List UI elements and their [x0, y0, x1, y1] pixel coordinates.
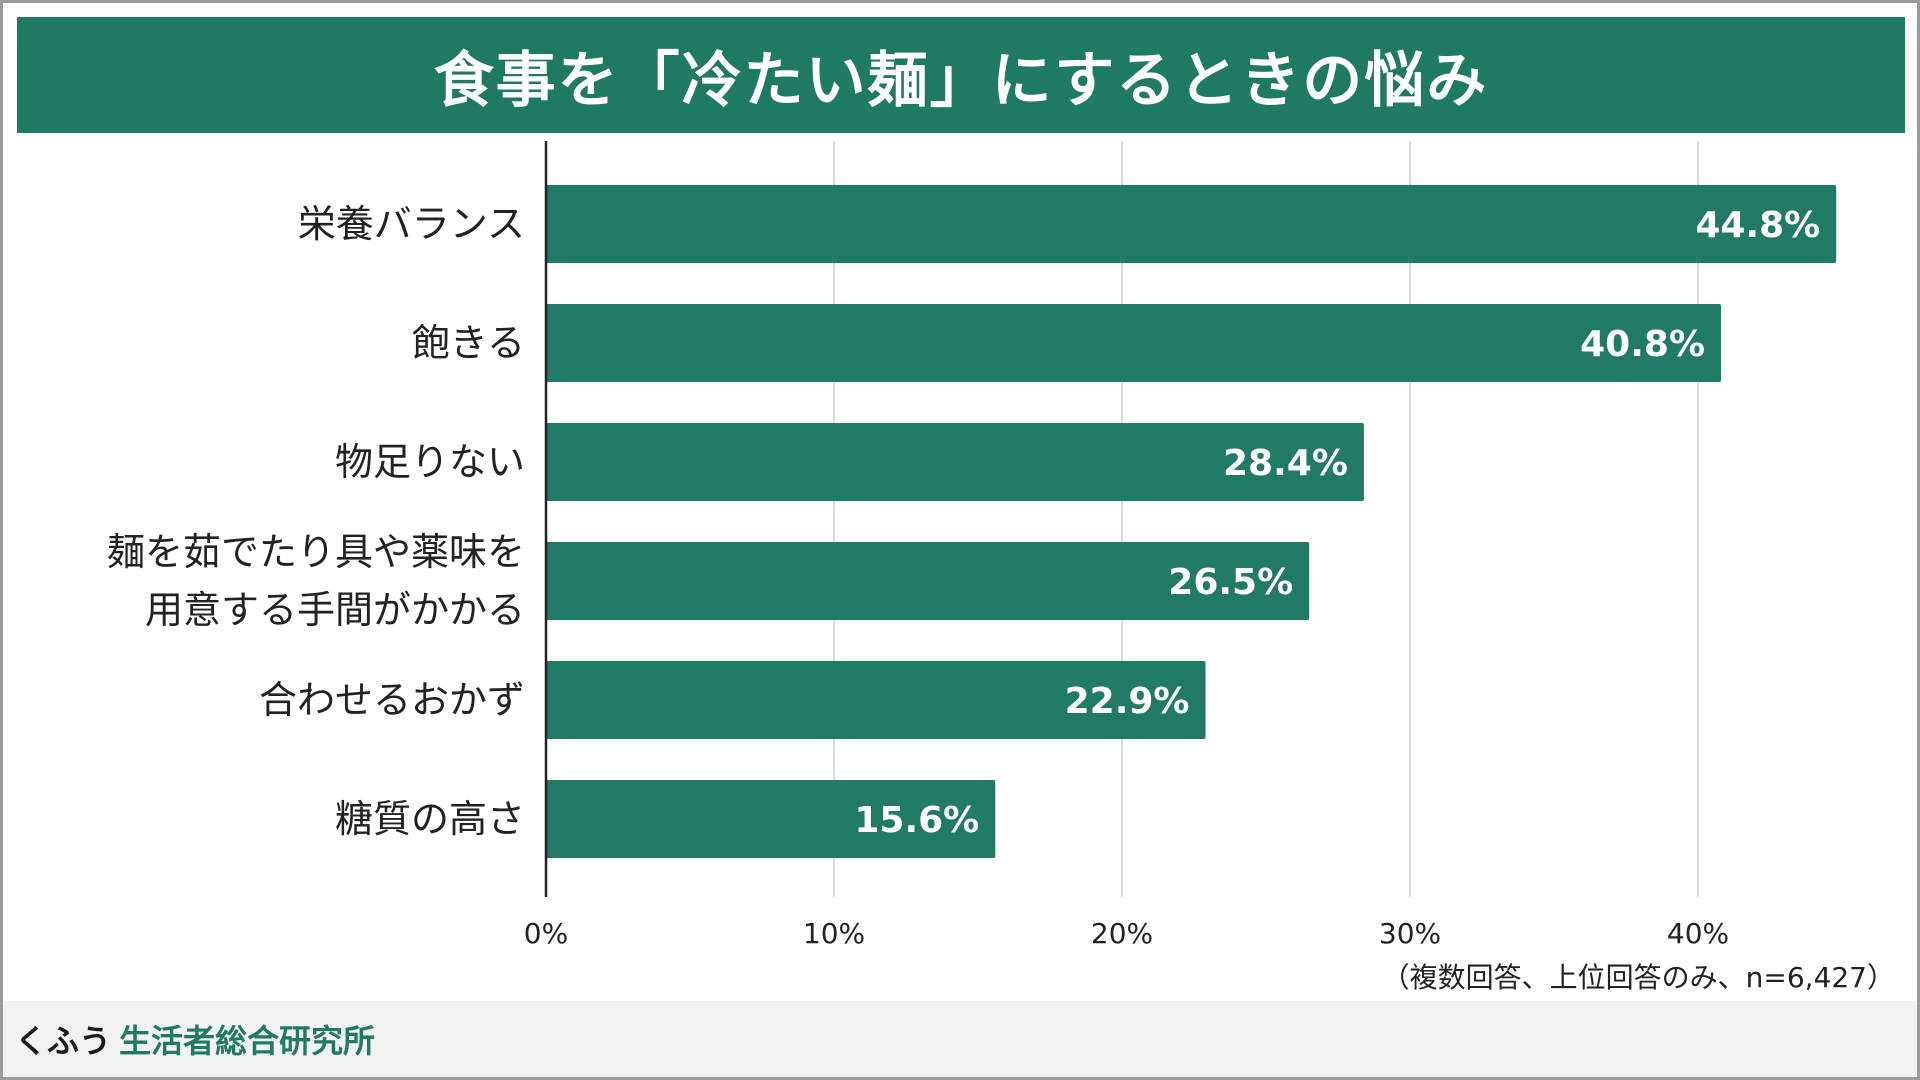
bar-chart: 44.8% 栄養バランス 40.8% 飽きる 28.4% 物足りない 26.5% 麺を茹でたり…	[107, 141, 1895, 994]
category-label: 飽きる	[412, 321, 525, 365]
category-label: 物足りない	[335, 440, 525, 484]
bar	[546, 542, 1310, 620]
chart-note: （複数回答、上位回答のみ、n=6,427）	[1382, 961, 1895, 994]
x-tick-label: 0%	[524, 917, 568, 950]
footer-brand: くふう	[15, 1022, 112, 1060]
bar	[546, 423, 1364, 501]
x-tick-label: 20%	[1091, 917, 1153, 950]
chart-title: 食事を「冷たい麺」にするときの悩み	[433, 45, 1489, 116]
category-label: 麺を茹でたり具や薬味を	[107, 530, 525, 574]
title-bar: 食事を「冷たい麺」にするときの悩み	[17, 17, 1905, 133]
bar-value-label: 22.9%	[1065, 681, 1190, 722]
x-tick-label: 30%	[1379, 917, 1441, 950]
x-tick-label: 40%	[1667, 917, 1729, 950]
footer: くふう 生活者総合研究所	[3, 1001, 1917, 1077]
category-label: 用意する手間がかかる	[145, 588, 525, 632]
bar	[546, 661, 1206, 739]
bar-value-label: 44.8%	[1695, 205, 1820, 246]
category-label: 糖質の高さ	[335, 797, 525, 841]
bar-value-label: 26.5%	[1168, 562, 1293, 603]
x-tick-label: 10%	[803, 917, 865, 950]
bar-value-label: 28.4%	[1223, 443, 1348, 484]
category-label: 合わせるおかず	[259, 678, 525, 722]
bar	[546, 304, 1722, 382]
bar-value-label: 40.8%	[1580, 324, 1705, 365]
bar-value-label: 15.6%	[854, 800, 979, 841]
bar	[546, 185, 1837, 263]
bar	[546, 780, 996, 858]
footer-org-name: 生活者総合研究所	[119, 1022, 376, 1060]
category-label: 栄養バランス	[298, 202, 525, 246]
